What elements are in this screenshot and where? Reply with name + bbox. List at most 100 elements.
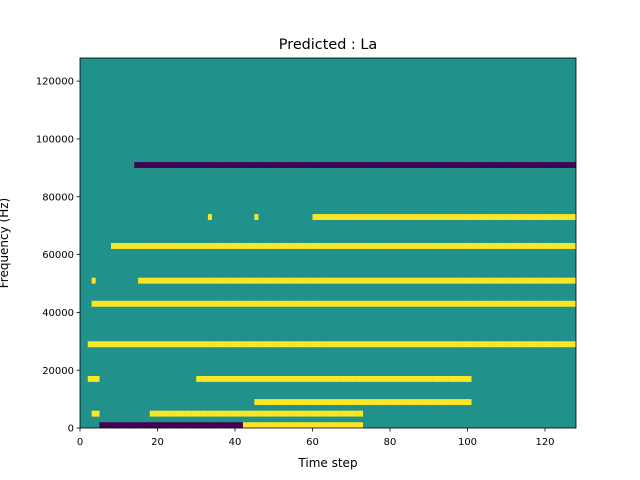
heatmap-cell-high [335, 214, 340, 221]
heatmap-cell-high [204, 341, 209, 348]
heatmap-cell-high [486, 243, 491, 249]
heatmap-cell-low [390, 162, 395, 168]
heatmap-cell-high [413, 300, 418, 307]
heatmap-cell-high [169, 341, 174, 348]
heatmap-cell-high [490, 243, 495, 249]
heatmap-cell-high [514, 243, 519, 249]
heatmap-cell-high [405, 277, 410, 284]
heatmap-cell-high [498, 214, 503, 221]
heatmap-cell-high [428, 214, 433, 221]
heatmap-cell-high [223, 341, 228, 348]
heatmap-cell-high [444, 300, 449, 307]
heatmap-cell-high [242, 422, 247, 429]
heatmap-cell-high [424, 243, 429, 249]
heatmap-cell-high [343, 277, 348, 284]
heatmap-cell-low [211, 422, 216, 429]
heatmap-cell-high [459, 375, 464, 382]
heatmap-cell-high [417, 214, 422, 221]
heatmap-cell-high [254, 422, 259, 429]
heatmap-cell-high [246, 300, 251, 307]
heatmap-cell-high [165, 410, 170, 417]
heatmap-cell-high [568, 243, 573, 249]
heatmap-cell-low [560, 162, 565, 168]
x-tick-label: 80 [384, 437, 397, 448]
heatmap-cell-high [173, 243, 178, 249]
heatmap-cell-high [331, 300, 336, 307]
heatmap-cell-high [207, 277, 212, 284]
heatmap-cell-high [417, 243, 422, 249]
heatmap-cell-high [300, 399, 305, 406]
heatmap-cell-high [192, 341, 197, 348]
y-tick-label: 120000 [36, 77, 74, 88]
heatmap-cell-high [401, 375, 406, 382]
heatmap-cell-high [471, 277, 476, 284]
heatmap-cell-high [409, 243, 414, 249]
heatmap-cell-high [130, 341, 135, 348]
heatmap-cell-high [486, 300, 491, 307]
heatmap-cell-high [510, 277, 515, 284]
heatmap-cell-high [359, 422, 364, 429]
heatmap-cell-high [153, 300, 158, 307]
heatmap-cell-high [397, 399, 402, 406]
heatmap-cell-high [335, 341, 340, 348]
heatmap-cell-high [355, 341, 360, 348]
heatmap-cell-high [173, 300, 178, 307]
heatmap-cell-high [324, 410, 329, 417]
heatmap-cell-high [95, 300, 100, 307]
heatmap-cell-high [223, 375, 228, 382]
heatmap-cell-low [320, 162, 325, 168]
heatmap-cell-low [568, 162, 573, 168]
heatmap-cell-high [328, 214, 333, 221]
heatmap-cell-high [111, 243, 116, 249]
heatmap-cell-high [359, 300, 364, 307]
heatmap-cell-low [176, 162, 181, 168]
heatmap-cell-high [289, 243, 294, 249]
heatmap-cell-high [134, 243, 139, 249]
y-axis: 0 20000 40000 60000 80000 100000 120000 [36, 77, 80, 435]
chart-title: Predicted : La [279, 37, 377, 53]
heatmap-cell-high [335, 375, 340, 382]
heatmap-cell-high [475, 300, 480, 307]
heatmap-cell-high [467, 300, 472, 307]
heatmap-cell-high [390, 214, 395, 221]
heatmap-cell-high [161, 243, 166, 249]
heatmap-cell-high [157, 243, 162, 249]
heatmap-cell-high [157, 341, 162, 348]
heatmap-cell-high [254, 277, 259, 284]
heatmap-cell-low [421, 162, 426, 168]
heatmap-cell-low [238, 162, 243, 168]
heatmap-cell-high [405, 375, 410, 382]
heatmap-cell-high [335, 243, 340, 249]
heatmap-cell-high [308, 300, 313, 307]
heatmap-cell-high [250, 410, 255, 417]
heatmap-cell-high [347, 410, 352, 417]
heatmap-cell-high [355, 410, 360, 417]
heatmap-cell-high [444, 341, 449, 348]
heatmap-cell-high [196, 375, 201, 382]
heatmap-cell-high [362, 341, 367, 348]
heatmap-cell-low [130, 422, 135, 429]
heatmap-cell-high [455, 214, 460, 221]
heatmap-cell-high [556, 277, 561, 284]
heatmap-cell-high [161, 410, 166, 417]
heatmap-cell-high [204, 243, 209, 249]
heatmap-cell-high [339, 214, 344, 221]
heatmap-cell-high [254, 300, 259, 307]
heatmap-cell-high [444, 375, 449, 382]
heatmap-cell-high [114, 300, 119, 307]
heatmap-cell-high [293, 375, 298, 382]
heatmap-cell-high [285, 410, 290, 417]
heatmap-cell-low [273, 162, 278, 168]
heatmap-cell-high [161, 277, 166, 284]
heatmap-cell-high [153, 277, 158, 284]
heatmap-cell-low [502, 162, 507, 168]
heatmap-cell-high [235, 300, 240, 307]
heatmap-cell-high [421, 341, 426, 348]
heatmap-cell-low [483, 162, 488, 168]
heatmap-cell-high [219, 341, 224, 348]
heatmap-cell-high [525, 214, 530, 221]
heatmap-cell-high [440, 300, 445, 307]
heatmap-cell-high [436, 300, 441, 307]
heatmap-cell-high [308, 422, 313, 429]
heatmap-cell-high [153, 341, 158, 348]
